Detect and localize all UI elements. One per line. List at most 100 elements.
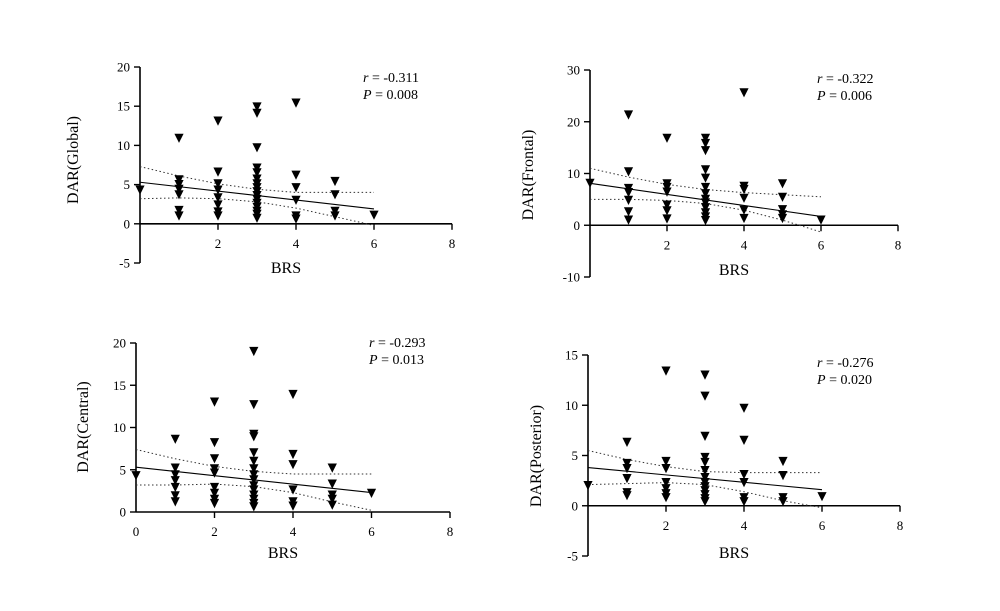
data-point: [700, 133, 711, 143]
p-value: = 0.006: [829, 89, 872, 104]
y-tick-label: 20: [567, 114, 580, 129]
data-point: [739, 497, 749, 507]
y-tick-label: 5: [120, 462, 127, 477]
p-value: = 0.013: [381, 353, 424, 368]
r-annotation: r = -0.276: [817, 356, 874, 371]
x-tick-label: 8: [897, 518, 904, 533]
data-point: [174, 184, 184, 194]
data-point: [249, 448, 259, 458]
x-tick-label: 4: [293, 236, 300, 251]
r-value: = -0.322: [826, 72, 874, 87]
x-tick-label: 4: [741, 237, 748, 252]
r-symbol: r: [817, 72, 823, 87]
data-point: [213, 200, 223, 210]
data-point: [700, 466, 710, 476]
data-point: [369, 210, 379, 220]
data-point: [778, 456, 788, 467]
data-point: [585, 178, 595, 188]
y-tick-label: 0: [574, 218, 581, 233]
data-point: [700, 391, 710, 401]
data-point: [252, 102, 262, 112]
data-point: [777, 205, 788, 215]
data-point: [622, 474, 632, 484]
data-point: [662, 187, 672, 197]
data-point: [213, 179, 223, 189]
data-point: [209, 454, 220, 464]
data-point: [661, 464, 671, 474]
y-tick-label: 15: [117, 99, 130, 114]
x-tick-label: 8: [449, 236, 456, 251]
data-point: [622, 458, 632, 469]
x-tick-label: 0: [133, 524, 140, 539]
data-point: [739, 193, 749, 203]
data-point: [623, 167, 634, 177]
y-tick-label: 0: [124, 216, 131, 231]
y-tick-label: 5: [124, 177, 131, 192]
data-point: [622, 464, 632, 474]
data-point: [249, 485, 259, 495]
r-value: = -0.293: [378, 336, 426, 351]
data-point: [170, 434, 180, 444]
x-tick-label: 2: [211, 524, 218, 539]
data-point: [700, 146, 711, 156]
y-tick-label: 10: [113, 420, 126, 435]
data-point: [213, 185, 223, 195]
x-tick-label: 2: [664, 237, 671, 252]
data-point: [622, 491, 632, 501]
data-point: [778, 471, 788, 481]
y-tick-label: 20: [113, 336, 126, 351]
x-tick-label: 6: [819, 518, 826, 533]
data-point: [330, 206, 340, 216]
r-annotation: r = -0.322: [817, 72, 874, 87]
data-point: [174, 180, 184, 190]
data-point: [213, 116, 223, 126]
data-point: [327, 463, 337, 473]
data-point: [700, 198, 711, 208]
data-point: [249, 475, 259, 485]
y-tick-label: 5: [572, 448, 579, 463]
data-point: [700, 452, 710, 463]
x-axis-title: BRS: [271, 260, 301, 277]
p-value: = 0.020: [829, 373, 872, 388]
y-axis-title: DAR(Frontal): [520, 130, 537, 221]
x-axis-title: BRS: [719, 262, 749, 279]
y-tick-label: 30: [567, 63, 580, 78]
data-point: [623, 215, 634, 225]
data-point: [209, 498, 220, 509]
data-point: [700, 457, 710, 468]
data-point: [213, 167, 223, 177]
data-point: [700, 165, 711, 175]
data-point: [252, 168, 262, 178]
data-point: [366, 488, 377, 498]
r-symbol: r: [817, 356, 823, 371]
data-point: [213, 193, 223, 203]
data-point: [174, 190, 184, 200]
data-point: [252, 108, 262, 118]
data-point: [252, 163, 262, 173]
data-point: [209, 468, 220, 478]
r-symbol: r: [363, 71, 369, 86]
data-point: [816, 215, 826, 225]
p-symbol: P: [368, 353, 378, 368]
x-tick-label: 8: [447, 524, 454, 539]
data-point: [135, 185, 145, 195]
data-point: [330, 211, 340, 221]
data-point: [249, 456, 259, 466]
x-tick-label: 6: [818, 237, 825, 252]
data-point: [623, 110, 634, 120]
data-point: [327, 494, 337, 504]
y-tick-label: -10: [563, 270, 580, 285]
x-axis-title: BRS: [719, 545, 749, 562]
data-point: [661, 478, 671, 488]
p-value: = 0.008: [375, 88, 418, 103]
r-value: = -0.276: [826, 356, 874, 371]
r-annotation: r = -0.311: [363, 71, 419, 86]
data-point: [249, 464, 259, 474]
data-point: [288, 389, 298, 400]
chart-panel-1: -5 0 5 10 15 20 2 4 6 8 BRS DAR(Global) r = -0.311 P …: [65, 60, 455, 278]
data-point: [252, 143, 262, 153]
data-point: [209, 397, 220, 407]
data-point: [209, 488, 220, 498]
